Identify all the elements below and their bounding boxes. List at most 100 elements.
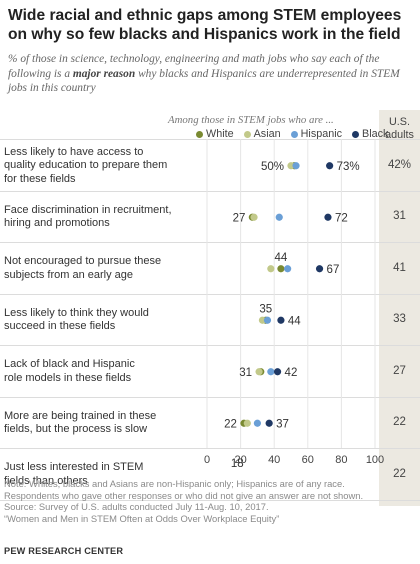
us-adults-value: 42% xyxy=(387,158,412,171)
data-label: 72 xyxy=(335,212,348,224)
x-tick-label: 20 xyxy=(234,454,246,466)
legend-item-asian: Asian xyxy=(243,128,281,140)
data-label: 18 xyxy=(231,458,244,470)
row-label-line: fields, but the process is slow xyxy=(4,423,148,436)
legend-dot-hispanic xyxy=(290,130,298,138)
row-label: Face discrimination in recruitment, hirin… xyxy=(4,204,204,231)
row-separator xyxy=(0,396,420,398)
dot-asian xyxy=(255,368,263,376)
chart-subtitle: % of those in science, technology, engin… xyxy=(8,52,412,96)
row-label-line: for these fields xyxy=(4,172,76,185)
dot-asian xyxy=(258,316,267,324)
legend-label-hispanic: Hispanic xyxy=(300,128,343,140)
note-line: “Women and Men in STEM Often at Odds Ove… xyxy=(4,512,280,524)
us-header-line2: adults xyxy=(385,128,414,141)
legend: White Asian Hispanic Black xyxy=(196,128,388,140)
dot-asian xyxy=(267,265,275,273)
legend-label-black: Black xyxy=(362,128,389,140)
dot-hispanic xyxy=(253,419,261,427)
us-header-line1: U.S. xyxy=(389,116,410,128)
chart-title: Wide racial and ethnic gaps among STEM e… xyxy=(8,7,402,43)
row-separator xyxy=(0,139,420,140)
row-label: Less likely to think they would succeed i… xyxy=(4,307,204,334)
note-line: Source: Survey of U.S. adults conducted … xyxy=(4,501,269,513)
row-label-line: hiring and promotions xyxy=(4,217,110,230)
row-separator xyxy=(0,499,420,501)
data-label: 44 xyxy=(288,315,301,327)
legend-dot-black xyxy=(352,130,360,138)
dot-hispanic xyxy=(284,265,292,273)
us-adults-value: 27 xyxy=(393,364,406,377)
row-label: Not encouraged to pursue these subjects f… xyxy=(4,255,204,282)
data-label: 37 xyxy=(276,418,289,430)
dot-black xyxy=(315,265,324,273)
data-label: 42 xyxy=(285,367,298,379)
us-adults-value: 31 xyxy=(393,210,406,223)
dot-black xyxy=(273,368,282,376)
subtitle-pre: % of those in science, technology, engin… xyxy=(8,53,380,80)
x-tick-label: 0 xyxy=(204,454,210,466)
data-label: 35 xyxy=(259,303,272,315)
row-label-line: fields than others xyxy=(4,474,88,487)
us-adults-value: 22 xyxy=(393,467,406,480)
legend-item-white: White xyxy=(196,128,234,140)
row-label-line: quality education to prepare them xyxy=(4,159,168,171)
data-label: 22 xyxy=(224,418,237,430)
dot-black xyxy=(324,213,332,221)
dot-hispanic xyxy=(267,368,275,376)
row-label: Less likely to have access to quality edu… xyxy=(4,146,204,187)
row-label-line: Lack of black and Hispanic xyxy=(4,358,135,371)
legend-label-white: White xyxy=(206,128,234,140)
us-adults-value: 22 xyxy=(393,416,406,429)
dot-hispanic xyxy=(263,316,272,324)
dot-plot: 02040608010050%73%2772446735443142223714… xyxy=(204,139,384,470)
subtitle-post: why blacks and Hispanics are underrepres… xyxy=(8,67,400,95)
data-label: 27 xyxy=(233,212,246,224)
note-line: Respondents who gave other responses or … xyxy=(4,489,364,501)
x-tick-label: 100 xyxy=(366,454,384,466)
row-label-line: Less likely to have access to xyxy=(4,145,144,158)
us-adults-header: U.S. adults xyxy=(379,116,420,141)
note-line: Note: Whites, blacks and Asians are non-… xyxy=(4,478,345,489)
us-adults-value: 33 xyxy=(393,313,406,326)
row-label-line: Not encouraged to pursue these xyxy=(4,255,162,268)
us-adults-value: 41 xyxy=(393,261,406,274)
row-label: More are being trained in these fields, b… xyxy=(4,410,204,437)
dot-hispanic xyxy=(275,213,283,221)
legend-item-hispanic: Hispanic xyxy=(290,128,343,140)
x-tick-label: 80 xyxy=(335,454,347,466)
data-label: 73% xyxy=(337,161,360,173)
row-label-line: More are being trained in these xyxy=(4,409,157,422)
row-separator xyxy=(0,448,420,449)
legend-dot-white xyxy=(196,130,203,138)
x-tick-label: 40 xyxy=(268,454,280,466)
row-label-line: Just less interested in STEM xyxy=(4,461,144,474)
row-separator xyxy=(0,242,420,243)
row-label: Just less interested in STEM fields than … xyxy=(4,461,204,488)
data-label: 31 xyxy=(239,367,252,379)
row-label-line: succeed in these fields xyxy=(4,320,116,333)
row-label-line: Less likely to think they would xyxy=(4,306,149,319)
row-separator xyxy=(0,345,420,346)
row-label-line: role models in these fields xyxy=(4,371,132,384)
data-label: 44 xyxy=(275,252,288,264)
subtitle-bold: major reason xyxy=(72,67,136,80)
chart-notes: Note: Whites, blacks and Asians are non-… xyxy=(4,478,416,524)
stem-group-header: Among those in STEM jobs who are ... xyxy=(168,114,334,126)
row-label: Lack of black and Hispanic role models in… xyxy=(4,358,204,385)
dot-black xyxy=(326,162,334,170)
data-label: 50% xyxy=(261,161,284,173)
dot-hispanic xyxy=(292,162,300,170)
legend-dot-asian xyxy=(243,130,251,138)
row-label-line: Face discrimination in recruitment, xyxy=(4,203,172,216)
row-separator xyxy=(0,293,420,295)
dot-black xyxy=(265,419,273,427)
x-tick-label: 60 xyxy=(302,454,314,466)
dot-asian xyxy=(250,213,258,221)
legend-label-asian: Asian xyxy=(253,128,281,140)
source-credit: PEW RESEARCH CENTER xyxy=(4,546,124,556)
legend-item-black: Black xyxy=(352,128,388,140)
dot-asian xyxy=(287,162,295,170)
dot-white xyxy=(277,265,285,273)
us-adults-column xyxy=(379,110,420,506)
